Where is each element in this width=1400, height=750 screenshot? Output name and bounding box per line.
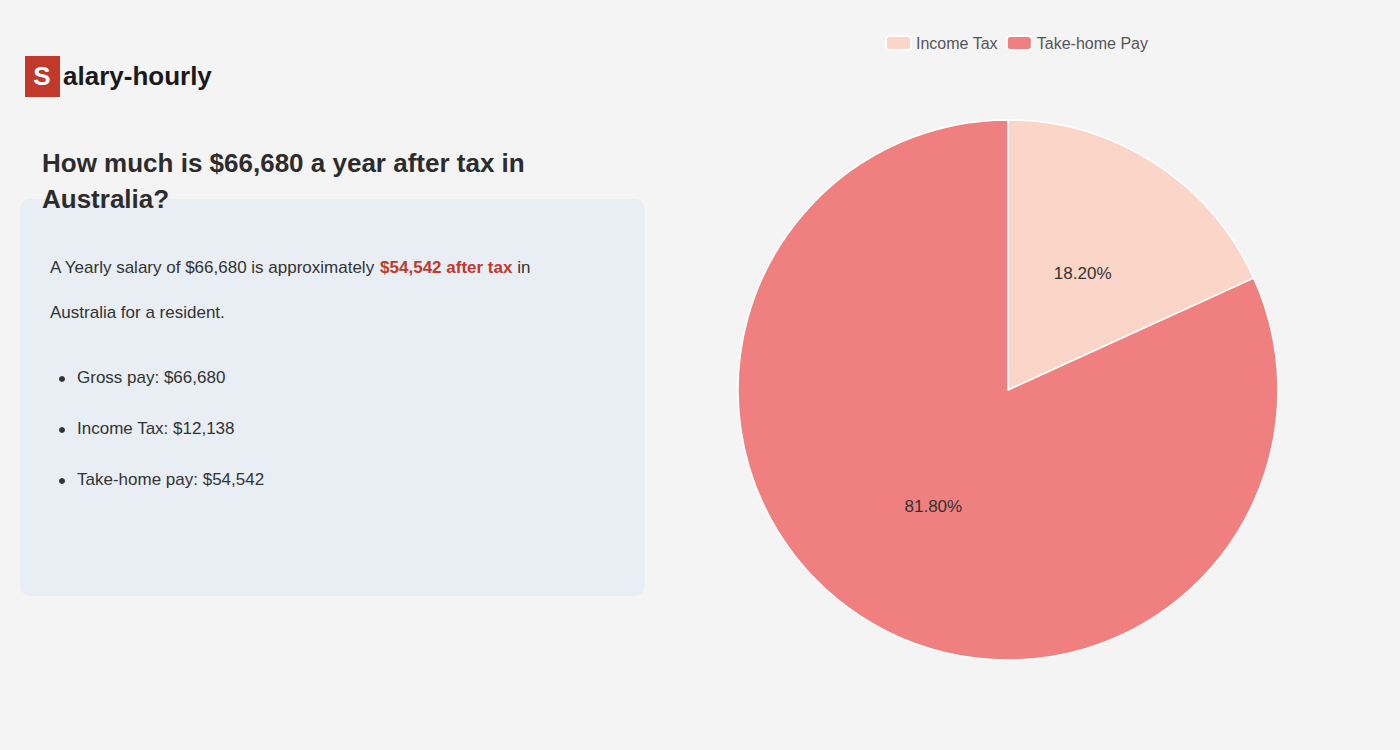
svg-text:$54,542 after tax: $54,542 after tax [380, 258, 513, 277]
svg-text:in: in [512, 258, 530, 277]
svg-text:18.20%: 18.20% [1054, 264, 1112, 283]
svg-text:Take-home pay: $54,542: Take-home pay: $54,542 [77, 470, 264, 489]
svg-text:Australia for a resident.: Australia for a resident. [50, 303, 225, 322]
svg-text:How much is $66,680 a year aft: How much is $66,680 a year after tax in [42, 148, 525, 178]
svg-text:A Yearly salary of $66,680 is: A Yearly salary of $66,680 is approximat… [50, 258, 379, 277]
svg-text:Gross pay: $66,680: Gross pay: $66,680 [77, 368, 225, 387]
svg-text:Income Tax: $12,138: Income Tax: $12,138 [77, 419, 235, 438]
svg-text:Income Tax: Income Tax [916, 35, 998, 52]
svg-text:alary-hourly: alary-hourly [63, 61, 212, 91]
svg-text:Australia?: Australia? [42, 184, 169, 214]
svg-text:81.80%: 81.80% [904, 497, 962, 516]
svg-text:S: S [33, 61, 50, 91]
svg-text:Take-home Pay: Take-home Pay [1037, 35, 1148, 52]
